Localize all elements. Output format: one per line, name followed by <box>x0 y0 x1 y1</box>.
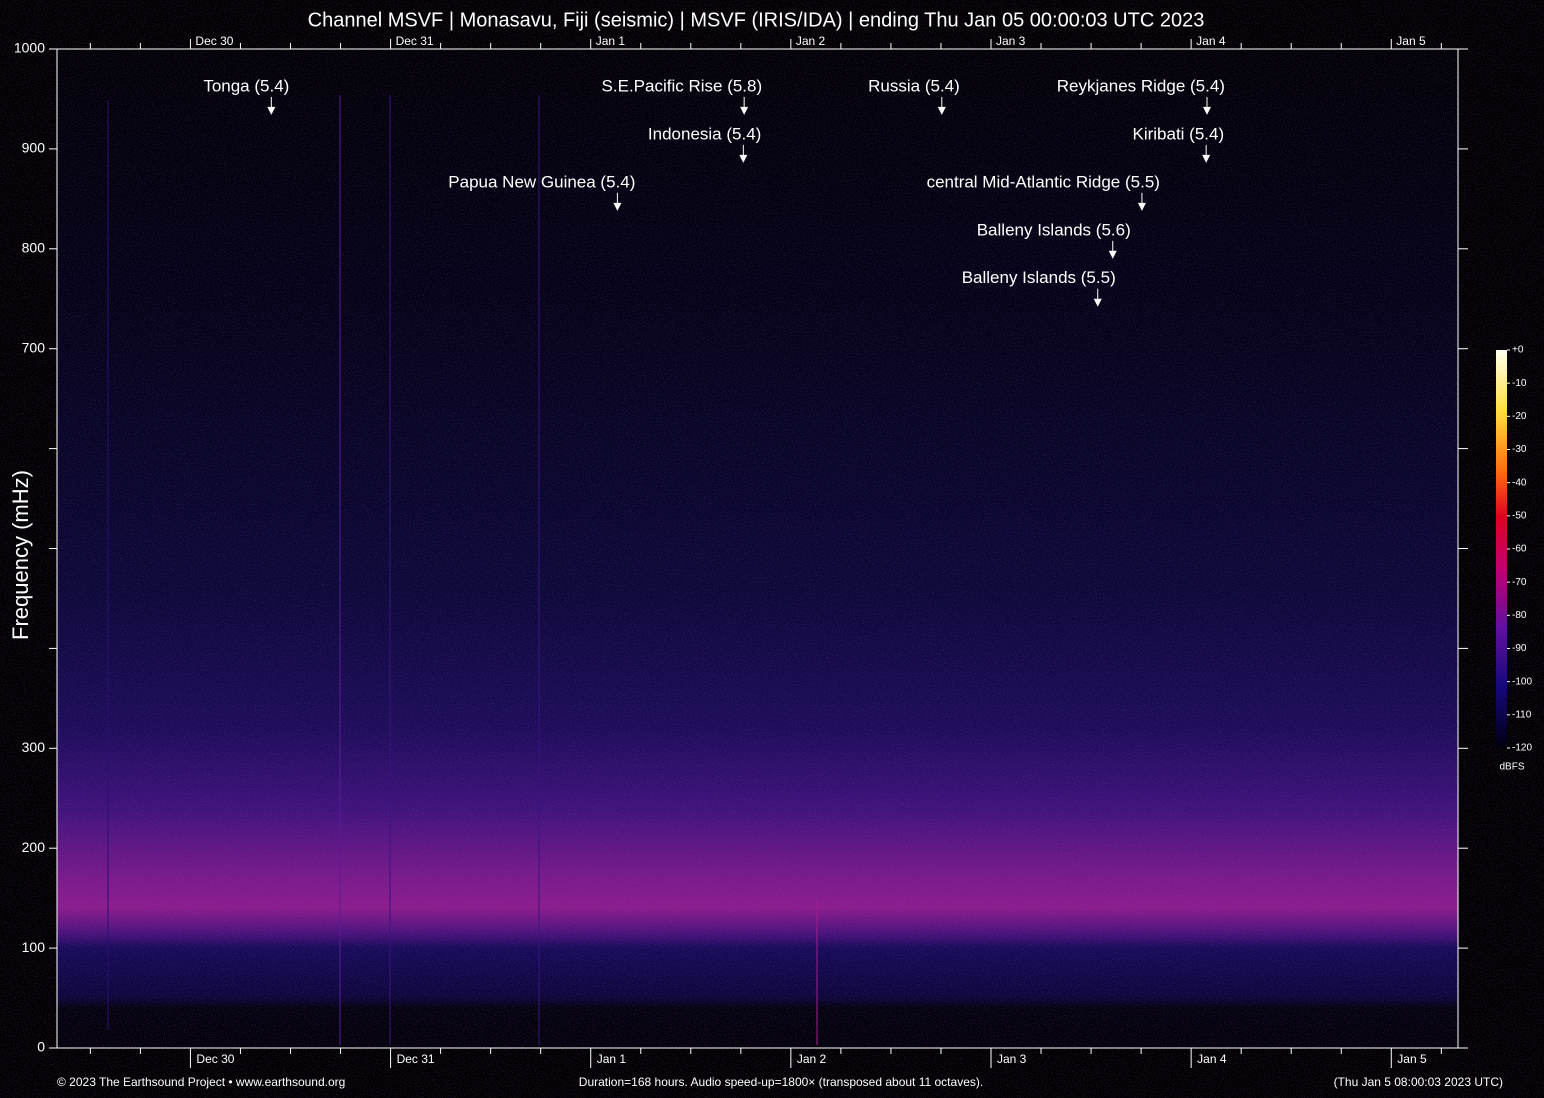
footer-credit: © 2023 The Earthsound Project • www.eart… <box>57 1075 345 1089</box>
chart-title: Channel MSVF | Monasavu, Fiji (seismic) … <box>308 9 1205 31</box>
spectrogram-noise <box>57 49 1458 1048</box>
event-label: Balleny Islands (5.5) <box>962 268 1116 287</box>
x-tick-label-top: Dec 30 <box>195 34 233 48</box>
event-label: Tonga (5.4) <box>203 76 289 95</box>
footer-end: (Thu Jan 5 08:00:03 2023 UTC) <box>1334 1075 1503 1089</box>
colorbar-tick-label: -50 <box>1512 510 1527 521</box>
event-label: Balleny Islands (5.6) <box>977 220 1131 239</box>
colorbar-tick-label: -40 <box>1512 477 1527 488</box>
event-label: Indonesia (5.4) <box>648 124 761 143</box>
y-axis-label: Frequency (mHz) <box>8 470 33 640</box>
event-label: Russia (5.4) <box>868 76 960 95</box>
x-tick-label: Jan 5 <box>1397 1052 1427 1066</box>
colorbar-tick-label: -80 <box>1512 610 1527 621</box>
y-tick-label: 700 <box>22 339 46 355</box>
colorbar-tick-label: -60 <box>1512 544 1527 555</box>
x-tick-label: Jan 3 <box>997 1052 1027 1066</box>
event-arrow-head <box>740 106 749 115</box>
y-tick-label: 900 <box>22 140 46 156</box>
colorbar-tick-label: -100 <box>1512 676 1532 687</box>
y-tick-label: 100 <box>22 939 46 955</box>
event-arrow-head <box>1093 298 1102 307</box>
event-arrow-head <box>1108 250 1117 259</box>
x-tick-label-top: Jan 4 <box>1196 34 1226 48</box>
event-arrow-head <box>1202 154 1211 163</box>
event-label: S.E.Pacific Rise (5.8) <box>602 76 763 95</box>
colorbar-tick-label: -90 <box>1512 643 1527 654</box>
event-arrow-head <box>1202 106 1211 115</box>
x-tick-label-top: Jan 1 <box>596 34 626 48</box>
x-tick-label: Dec 31 <box>397 1052 435 1066</box>
x-tick-label: Jan 4 <box>1197 1052 1227 1066</box>
event-arrow-head <box>739 154 748 163</box>
x-tick-label: Dec 30 <box>196 1052 234 1066</box>
event-label: Papua New Guinea (5.4) <box>448 172 635 191</box>
y-tick-label: 200 <box>22 839 46 855</box>
event-arrow-head <box>1137 202 1146 211</box>
x-tick-label-top: Jan 2 <box>796 34 826 48</box>
y-tick-label: 800 <box>22 240 46 256</box>
event-label: Reykjanes Ridge (5.4) <box>1057 76 1225 95</box>
event-arrow-head <box>937 106 946 115</box>
x-tick-label-top: Jan 3 <box>996 34 1026 48</box>
event-label: central Mid-Atlantic Ridge (5.5) <box>927 172 1160 191</box>
spectrogram-streaks <box>107 95 818 1045</box>
y-tick-label: 1000 <box>14 40 45 56</box>
colorbar-tick-label: -30 <box>1512 444 1527 455</box>
x-tick-label-top: Dec 31 <box>396 34 434 48</box>
event-label: Kiribati (5.4) <box>1133 124 1225 143</box>
colorbar-tick-label: -70 <box>1512 577 1527 588</box>
footer-note: Duration=168 hours. Audio speed-up=1800×… <box>579 1075 983 1089</box>
colorbar <box>1496 350 1507 748</box>
colorbar-tick-label: -110 <box>1512 709 1532 720</box>
x-tick-label: Jan 1 <box>597 1052 627 1066</box>
y-tick-label: 0 <box>37 1039 45 1055</box>
x-tick-label-top: Jan 5 <box>1396 34 1426 48</box>
colorbar-tick-label: -10 <box>1512 378 1527 389</box>
y-tick-label: 300 <box>22 739 46 755</box>
colorbar-label: dBFS <box>1499 762 1524 773</box>
colorbar-tick-label: -120 <box>1512 743 1532 754</box>
colorbar-tick-label: -20 <box>1512 411 1527 422</box>
colorbar-tick-label: +0 <box>1512 345 1524 356</box>
event-arrow-head <box>613 202 622 211</box>
event-arrow-head <box>267 106 276 115</box>
x-tick-label: Jan 2 <box>797 1052 827 1066</box>
